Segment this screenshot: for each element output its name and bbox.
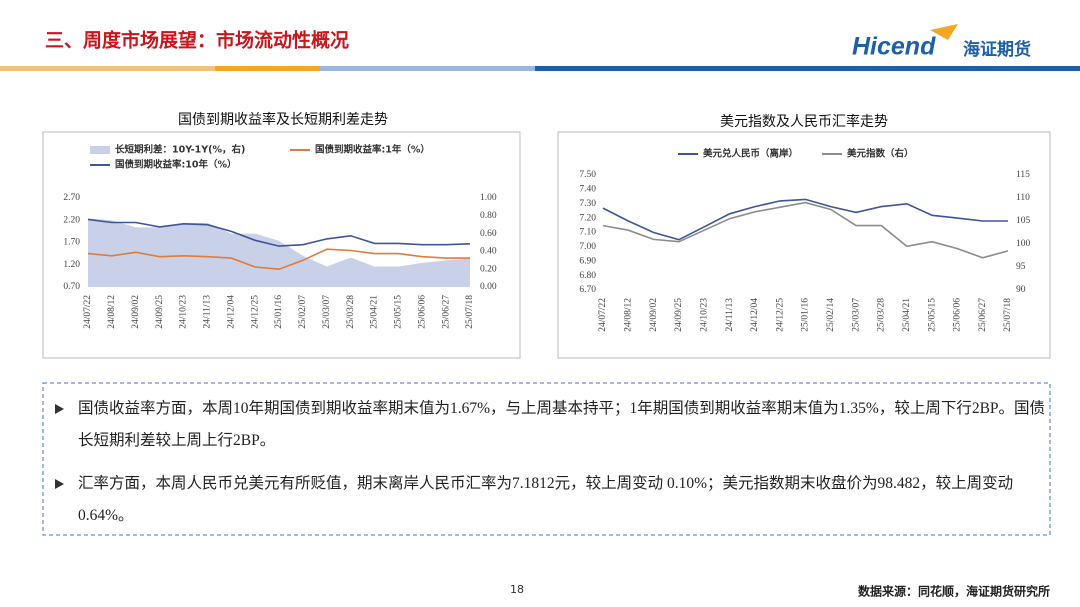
header-bar — [215, 66, 320, 71]
y-tick-label: 7.40 — [579, 185, 596, 195]
line-series — [87, 218, 471, 247]
header-bar — [535, 66, 1080, 71]
x-tick-label: 24/09/02 — [131, 295, 141, 329]
x-tick-label: 25/03/28 — [877, 298, 887, 332]
y2-tick-label: 0.00 — [480, 282, 497, 292]
y2-tick-label: 0.60 — [480, 229, 497, 239]
y2-tick-label: 0.40 — [480, 247, 497, 257]
y2-tick-label: 110 — [1016, 193, 1030, 203]
x-tick-label: 25/05/15 — [394, 295, 404, 329]
logo-mark — [930, 24, 958, 40]
area-series — [88, 218, 470, 287]
y2-tick-label: 115 — [1016, 170, 1030, 180]
page-number: 18 — [510, 583, 524, 596]
y-tick-label: 7.10 — [579, 228, 596, 238]
logo-cn: 海证期货 — [963, 39, 1031, 60]
x-tick-label: 25/01/16 — [274, 295, 284, 329]
line-series — [87, 248, 470, 271]
x-tick-label: 24/08/12 — [624, 298, 634, 332]
y2-tick-label: 105 — [1016, 216, 1031, 226]
x-tick-label: 24/07/22 — [83, 295, 93, 329]
x-tick-label: 25/03/07 — [322, 295, 332, 329]
y-tick-label: 7.00 — [579, 242, 596, 252]
x-tick-label: 25/05/15 — [927, 298, 937, 332]
slide-title: 三、周度市场展望：市场流动性概况 — [45, 29, 349, 52]
y-tick-label: 7.50 — [579, 170, 596, 180]
y-tick-label: 6.80 — [579, 271, 596, 281]
line-series — [602, 201, 1009, 259]
y-tick-label: 7.30 — [579, 199, 596, 209]
x-tick-label: 25/07/18 — [1003, 298, 1013, 332]
line-series — [602, 198, 1008, 241]
legend-label: 美元指数（右） — [846, 148, 914, 160]
x-tick-label: 25/06/27 — [441, 295, 451, 329]
y-tick-label: 6.90 — [579, 256, 596, 266]
chart-frame — [557, 131, 1051, 359]
x-tick-label: 25/01/16 — [801, 298, 811, 332]
y2-tick-label: 0.20 — [480, 264, 497, 274]
y2-tick-label: 90 — [1016, 285, 1026, 295]
x-tick-label: 25/03/28 — [346, 295, 356, 329]
x-tick-label: 25/06/27 — [978, 298, 988, 332]
x-tick-label: 24/07/22 — [598, 298, 608, 332]
y-tick-label: 6.70 — [579, 285, 596, 295]
y-tick-label: 2.20 — [63, 215, 80, 225]
y-tick-label: 1.70 — [63, 238, 80, 248]
legend-label: 美元兑人民币（离岸） — [702, 148, 798, 160]
source: 数据来源：同花顺，海证期货研究所 — [858, 584, 1050, 599]
x-tick-label: 24/12/04 — [226, 295, 236, 329]
chart-frame — [42, 131, 521, 359]
y-tick-label: 0.70 — [63, 282, 80, 292]
x-tick-label: 24/12/25 — [775, 298, 785, 332]
y-tick-label: 7.20 — [579, 213, 596, 223]
legend-swatch — [90, 146, 110, 154]
bullet-text: 国债收益率方面，本周10年期国债到期收益率期末值为1.67%，与上周基本持平；1… — [78, 400, 1046, 449]
legend-label: 长短期利差：10Y-1Y(%，右) — [115, 144, 245, 156]
header-bar — [0, 66, 215, 71]
chart-title: 美元指数及人民币汇率走势 — [720, 113, 888, 130]
bullet-icon — [55, 404, 64, 414]
y2-tick-label: 95 — [1016, 262, 1026, 272]
x-tick-label: 25/02/07 — [298, 295, 308, 329]
legend-label: 国债到期收益率:10年（%） — [115, 159, 237, 171]
x-tick-label: 25/04/21 — [370, 295, 380, 329]
x-tick-label: 25/04/21 — [902, 298, 912, 332]
bullet-icon — [55, 479, 64, 489]
x-tick-label: 25/03/07 — [851, 298, 861, 332]
bullet-text: 汇率方面，本周人民币兑美元有所贬值，期末离岸人民币汇率为7.1812元，较上周变… — [78, 475, 1014, 524]
x-tick-label: 24/11/13 — [725, 298, 735, 332]
x-tick-label: 24/10/23 — [179, 295, 189, 329]
x-tick-label: 24/09/25 — [674, 298, 684, 332]
y2-tick-label: 100 — [1016, 239, 1031, 249]
y2-tick-label: 0.80 — [480, 211, 497, 221]
y-tick-label: 2.70 — [63, 193, 80, 203]
x-tick-label: 25/02/14 — [826, 298, 836, 332]
text-box — [42, 382, 1051, 536]
x-tick-label: 25/07/18 — [465, 295, 475, 329]
x-tick-label: 24/11/13 — [203, 295, 213, 329]
chart-title: 国债到期收益率及长短期利差走势 — [178, 111, 388, 128]
y-tick-label: 1.20 — [63, 260, 80, 270]
x-tick-label: 25/06/06 — [953, 298, 963, 332]
legend-label: 国债到期收益率:1年（%） — [315, 144, 430, 156]
x-tick-label: 24/12/04 — [750, 298, 760, 332]
logo-en: Hicend — [852, 33, 936, 61]
y2-tick-label: 1.00 — [480, 193, 497, 203]
x-tick-label: 25/06/06 — [417, 295, 427, 329]
header-bar — [320, 66, 535, 71]
x-tick-label: 24/09/25 — [155, 295, 165, 329]
x-tick-label: 24/08/12 — [107, 295, 117, 329]
x-tick-label: 24/09/02 — [649, 298, 659, 332]
x-tick-label: 24/10/23 — [699, 298, 709, 332]
x-tick-label: 24/12/25 — [250, 295, 260, 329]
